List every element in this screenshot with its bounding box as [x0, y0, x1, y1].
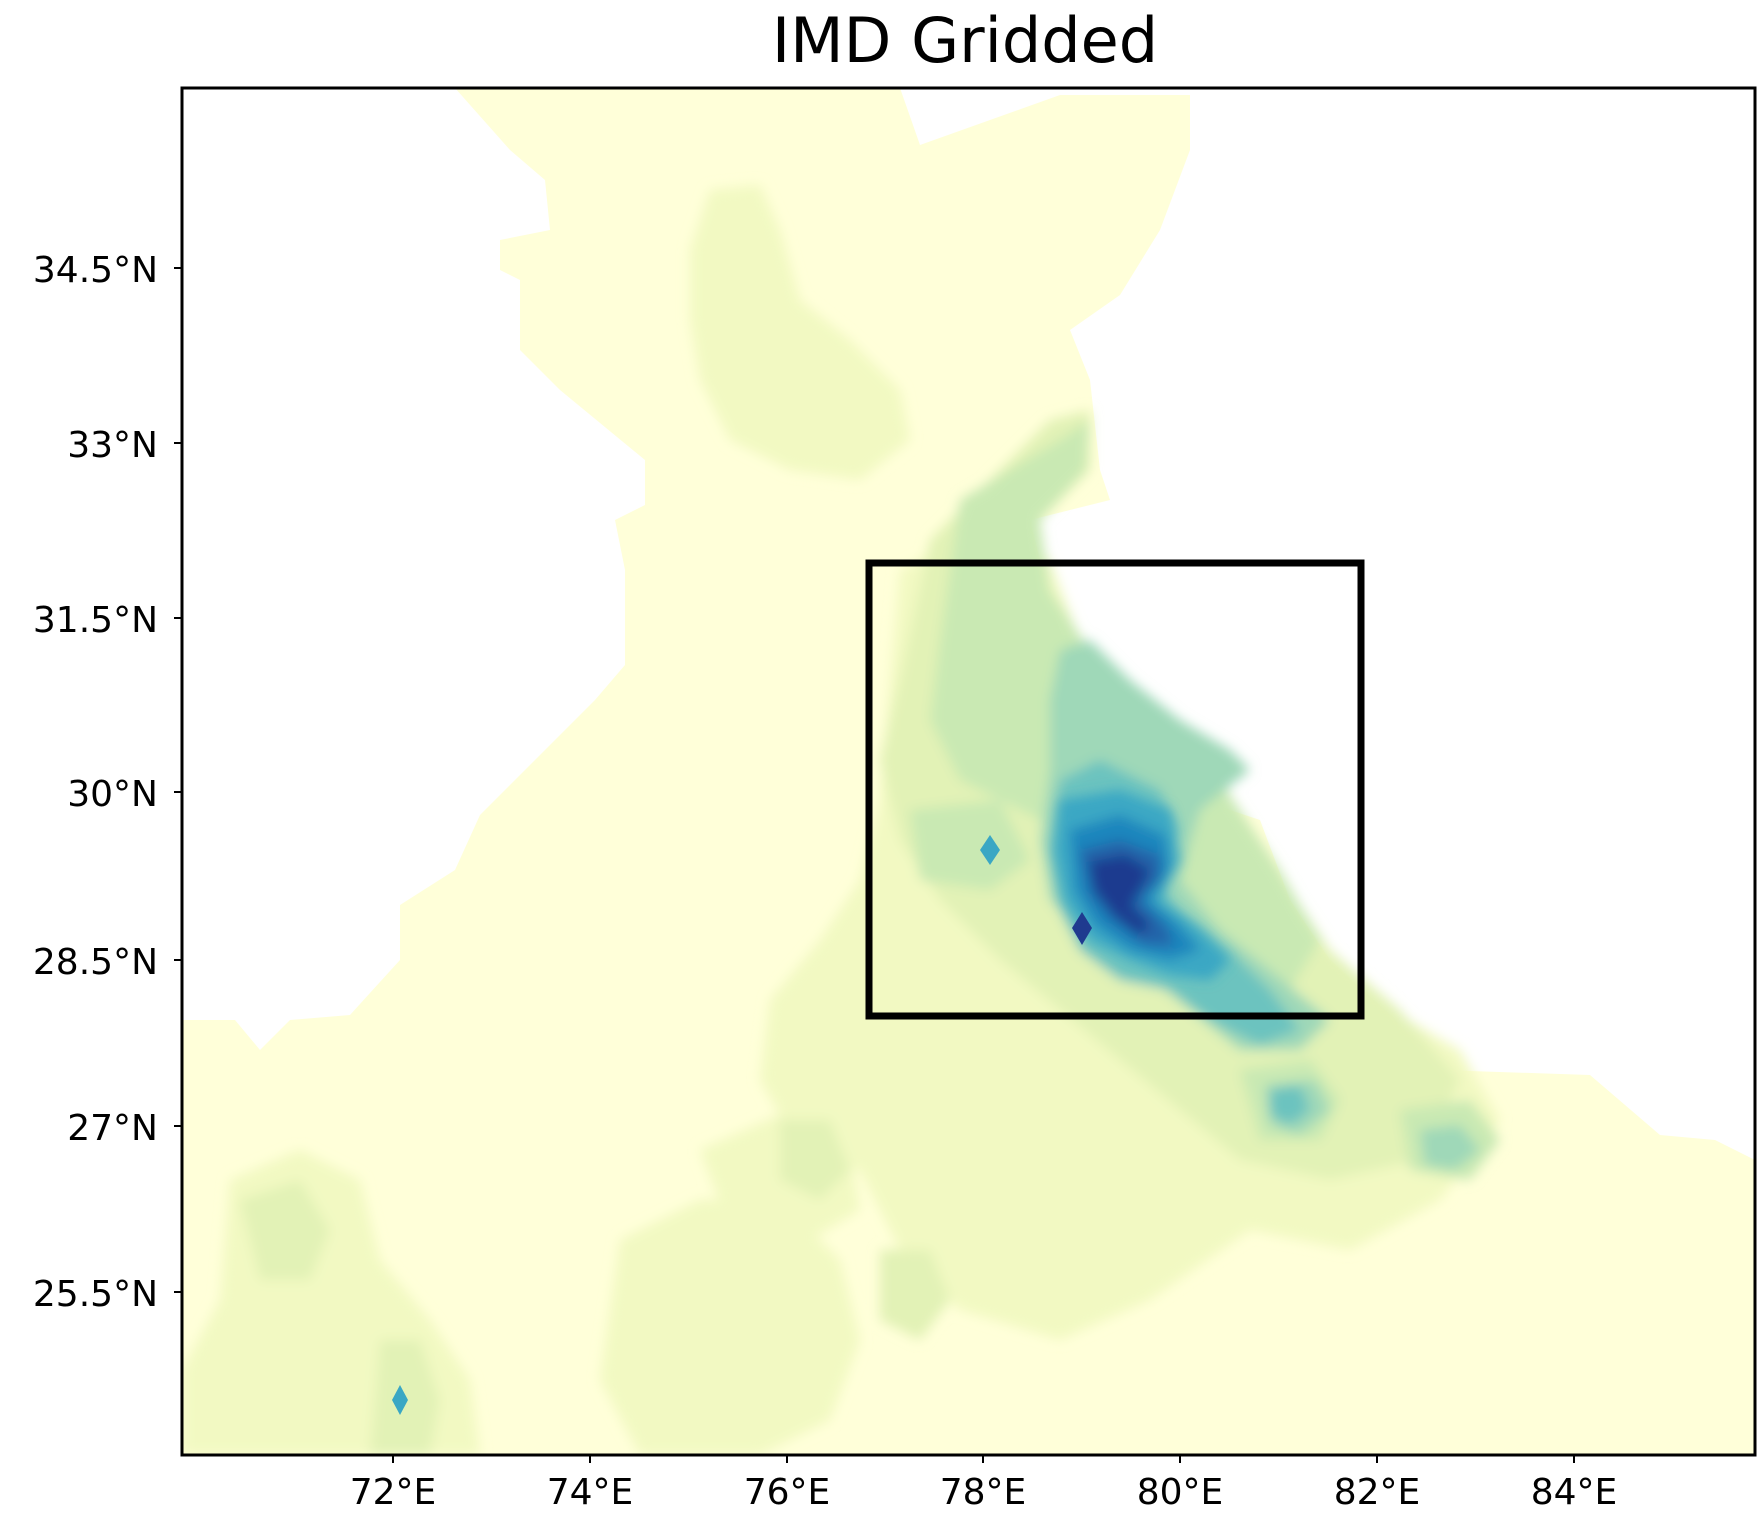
rain-field-level-4-cell-c	[910, 800, 1030, 890]
y-tick-label: 34.5°N	[33, 250, 158, 291]
rain-field-level-10	[1090, 855, 1150, 935]
x-tick-label: 84°E	[1531, 1472, 1618, 1513]
rain-cell-peak-b	[980, 835, 1000, 865]
rain-field-level-2-south	[600, 1200, 860, 1455]
x-axis: 72°E 74°E 76°E 78°E 80°E 82°E 84°E	[350, 1455, 1618, 1513]
study-region-box	[865, 559, 1365, 1020]
rain-field-level-3-central	[780, 1120, 850, 1200]
rain-field-level-3-south	[880, 1250, 950, 1340]
rain-cell-peak-a	[1072, 912, 1092, 945]
y-tick-label: 30°N	[67, 774, 158, 815]
x-tick-label: 72°E	[350, 1472, 437, 1513]
x-tick-label: 82°E	[1334, 1472, 1421, 1513]
y-tick-label: 31.5°N	[33, 600, 158, 641]
map-area	[182, 88, 1755, 1455]
rain-field-level-2-north	[690, 185, 910, 480]
map-frame	[180, 86, 1757, 1457]
y-tick-label: 33°N	[67, 425, 158, 466]
y-axis: 34.5°N 33°N 31.5°N 30°N 28.5°N 27°N 25.5…	[33, 250, 182, 1315]
x-tick-label: 74°E	[547, 1472, 634, 1513]
rain-field-level-3-west	[240, 1180, 330, 1280]
x-tick-label: 78°E	[940, 1472, 1027, 1513]
rain-field-level-6-cell	[1270, 1085, 1310, 1125]
rain-cell-peak-c	[392, 1385, 408, 1415]
y-tick-label: 28.5°N	[33, 942, 158, 983]
rain-field-level-5-cell-b	[1420, 1125, 1480, 1170]
x-tick-label: 80°E	[1137, 1472, 1224, 1513]
x-tick-label: 76°E	[744, 1472, 831, 1513]
map-title: IMD Gridded	[772, 4, 1158, 77]
y-tick-label: 27°N	[67, 1108, 158, 1149]
y-tick-label: 25.5°N	[33, 1274, 158, 1315]
